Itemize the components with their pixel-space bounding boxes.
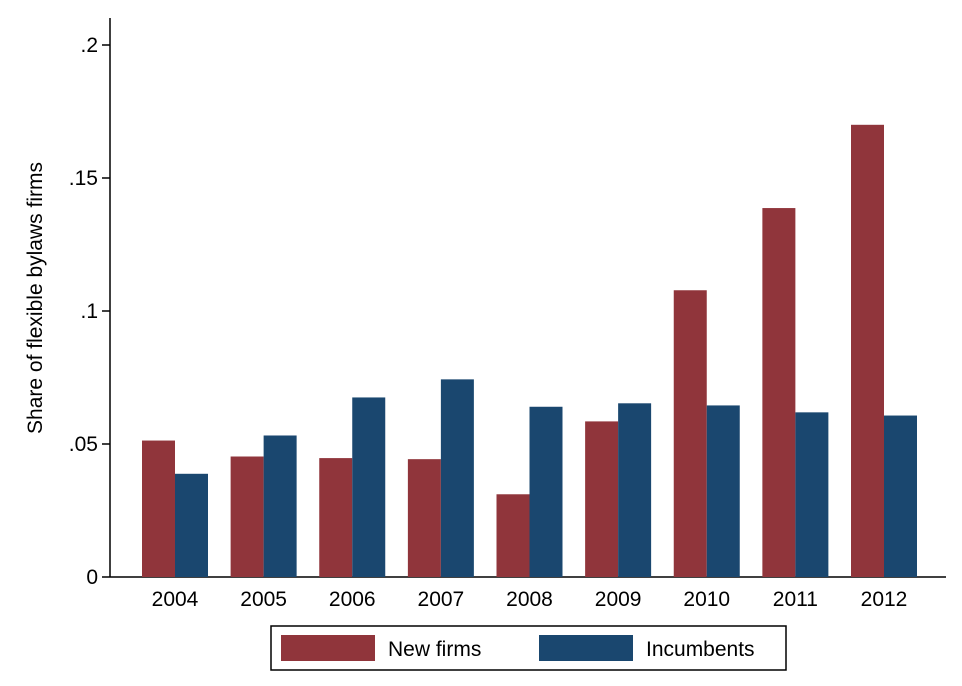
bar-incumbents-2010 xyxy=(706,405,740,577)
x-tick-label: 2008 xyxy=(506,588,553,611)
bar-incumbents-2007 xyxy=(440,379,474,577)
bar-new-firms-2008 xyxy=(496,494,530,577)
bar-new-firms-2007 xyxy=(407,459,441,577)
bar-incumbents-2009 xyxy=(618,403,652,577)
bar-incumbents-2006 xyxy=(352,397,386,577)
bar-incumbents-2005 xyxy=(263,435,297,577)
y-tick-label: .1 xyxy=(80,300,98,323)
y-tick-label: 0 xyxy=(86,566,98,589)
x-tick-label: 2010 xyxy=(683,588,730,611)
legend-label: Incumbents xyxy=(646,638,755,661)
x-tick-label: 2011 xyxy=(773,588,818,611)
legend-label: New firms xyxy=(388,638,481,661)
bar-incumbents-2004 xyxy=(175,473,208,577)
x-axis: 2004 2005 2006 2007 2008 2009 2010 2011 2012 xyxy=(110,576,946,611)
x-tick-label: 2009 xyxy=(595,588,642,611)
bar-new-firms-2011 xyxy=(762,208,796,578)
bars xyxy=(142,124,917,578)
legend-swatch xyxy=(539,635,633,661)
x-tick-label: 2005 xyxy=(240,588,287,611)
bar-new-firms-2005 xyxy=(230,456,264,577)
bar-new-firms-2009 xyxy=(585,421,619,577)
legend-box xyxy=(270,625,787,671)
bar-new-firms-2006 xyxy=(319,458,353,577)
bar-new-firms-2012 xyxy=(851,124,884,578)
x-tick-label: 2007 xyxy=(418,588,465,611)
legend: New firms Incumbents xyxy=(270,625,787,671)
bar-incumbents-2008 xyxy=(529,406,563,577)
y-axis: 0 .05 .1 .15 .2 xyxy=(69,18,111,589)
bar-incumbents-2011 xyxy=(795,412,829,577)
bar-new-firms-2004 xyxy=(142,440,175,577)
y-tick-label: .05 xyxy=(69,433,98,456)
y-tick-label: .15 xyxy=(69,167,98,190)
legend-swatch xyxy=(281,635,375,661)
x-tick-label: 2004 xyxy=(152,588,199,611)
bar-incumbents-2012 xyxy=(884,415,917,577)
y-tick-label: .2 xyxy=(80,34,98,57)
bar-new-firms-2010 xyxy=(673,290,707,577)
x-tick-label: 2006 xyxy=(329,588,376,611)
x-tick-label: 2012 xyxy=(861,588,908,611)
y-axis-title: Share of flexible bylaws firms xyxy=(24,162,47,434)
